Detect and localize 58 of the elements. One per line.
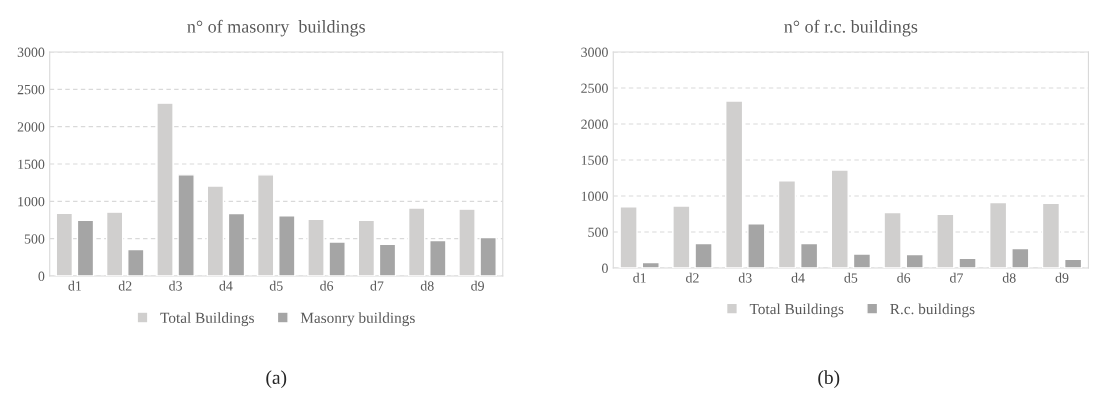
y-tick-label: 2500 bbox=[17, 84, 45, 95]
chart-title: n° of masonry buildings bbox=[187, 19, 365, 37]
bar bbox=[1011, 247, 1030, 268]
y-tick-label: 1000 bbox=[18, 196, 45, 207]
bar bbox=[76, 219, 95, 276]
y-tick-label: 3000 bbox=[581, 47, 608, 57]
y-tick-label: 1000 bbox=[581, 191, 608, 201]
y-tick-label: 0 bbox=[602, 263, 608, 273]
y-tick-label: 1500 bbox=[18, 159, 45, 169]
bar bbox=[694, 242, 713, 268]
x-tick-label: d6 bbox=[897, 272, 911, 283]
x-tick-label: d1 bbox=[68, 280, 82, 291]
legend-label: R.c. buildings bbox=[890, 303, 975, 318]
bar bbox=[177, 174, 195, 276]
x-tick-label: d8 bbox=[420, 280, 434, 291]
bar bbox=[227, 212, 246, 276]
bar bbox=[429, 239, 447, 276]
bar bbox=[905, 253, 924, 268]
legend-label: Total Buildings bbox=[160, 312, 254, 327]
x-tick-label: d7 bbox=[370, 280, 384, 291]
y-tick-label: 0 bbox=[38, 271, 45, 281]
y-tick-label: 3000 bbox=[17, 47, 45, 57]
x-tick-label: d3 bbox=[169, 280, 182, 291]
x-tick-label: d9 bbox=[1055, 272, 1069, 283]
x-tick-label: d2 bbox=[686, 272, 699, 283]
bar bbox=[479, 236, 497, 276]
bar bbox=[1063, 258, 1083, 268]
x-tick-label: d3 bbox=[738, 272, 752, 283]
bar bbox=[852, 253, 872, 268]
bar bbox=[958, 257, 977, 268]
bar bbox=[378, 243, 397, 276]
y-tick-label: 2000 bbox=[581, 119, 608, 129]
bar bbox=[747, 223, 766, 268]
bar bbox=[328, 241, 346, 276]
y-tick-label: 1500 bbox=[581, 155, 608, 165]
x-tick-label: d8 bbox=[1002, 272, 1016, 283]
legend-label: Masonry buildings bbox=[300, 312, 415, 327]
x-tick-label: d5 bbox=[844, 272, 858, 283]
x-tick-label: d4 bbox=[219, 280, 233, 291]
y-tick-label: 2000 bbox=[17, 122, 45, 132]
y-tick-label: 2500 bbox=[581, 83, 608, 93]
x-tick-label: d4 bbox=[791, 272, 805, 283]
bar bbox=[127, 248, 145, 276]
y-tick-label: 500 bbox=[588, 227, 608, 237]
text: (a) bbox=[266, 370, 287, 388]
legend-label: Total Buildings bbox=[749, 303, 844, 318]
x-tick-label: d1 bbox=[633, 272, 646, 283]
x-tick-label: d7 bbox=[950, 272, 963, 283]
x-tick-label: d5 bbox=[269, 280, 283, 291]
text: (b) bbox=[818, 370, 840, 388]
x-tick-label: d6 bbox=[320, 280, 334, 291]
x-tick-label: d9 bbox=[471, 280, 484, 291]
y-tick-label: 500 bbox=[24, 234, 45, 244]
chart-title: n° of r.c. buildings bbox=[784, 19, 918, 37]
bar bbox=[278, 215, 296, 276]
bar bbox=[641, 261, 660, 268]
x-tick-label: d2 bbox=[118, 280, 132, 291]
bar bbox=[800, 242, 819, 268]
